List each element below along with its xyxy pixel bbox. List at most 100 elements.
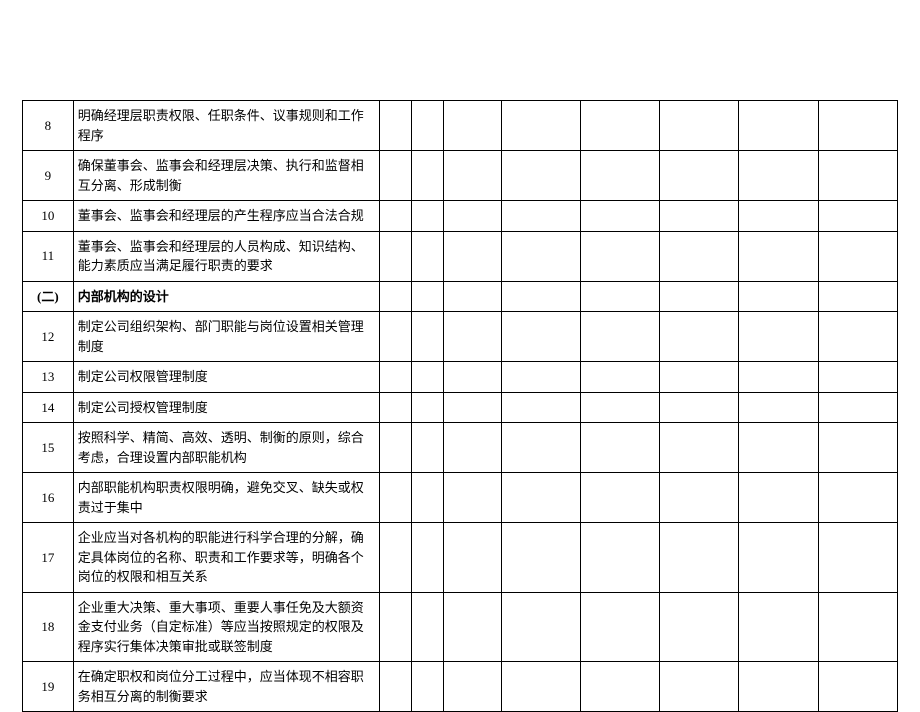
- blank-cell: [739, 281, 818, 312]
- blank-cell: [739, 423, 818, 473]
- blank-cell: [660, 523, 739, 593]
- blank-cell: [501, 151, 580, 201]
- blank-cell: [501, 473, 580, 523]
- blank-cell: [660, 423, 739, 473]
- table-row: 17 企业应当对各机构的职能进行科学合理的分解，确定具体岗位的名称、职责和工作要…: [23, 523, 898, 593]
- blank-cell: [443, 523, 501, 593]
- blank-cell: [818, 592, 897, 662]
- blank-cell: [580, 473, 659, 523]
- blank-cell: [443, 312, 501, 362]
- row-description: 企业重大决策、重大事项、重要人事任免及大额资金支付业务（自定标准）等应当按照规定…: [73, 592, 379, 662]
- blank-cell: [443, 281, 501, 312]
- blank-cell: [739, 473, 818, 523]
- table-row: 9 确保董事会、监事会和经理层决策、执行和监督相互分离、形成制衡: [23, 151, 898, 201]
- row-description: 制定公司权限管理制度: [73, 362, 379, 393]
- blank-cell: [411, 592, 443, 662]
- row-number: 16: [23, 473, 74, 523]
- row-number: 9: [23, 151, 74, 201]
- blank-cell: [580, 201, 659, 232]
- blank-cell: [739, 662, 818, 712]
- blank-cell: [739, 592, 818, 662]
- blank-cell: [580, 592, 659, 662]
- blank-cell: [580, 231, 659, 281]
- table-row: 14 制定公司授权管理制度: [23, 392, 898, 423]
- blank-cell: [380, 362, 412, 393]
- blank-cell: [818, 201, 897, 232]
- blank-cell: [411, 101, 443, 151]
- document-page: 8 明确经理层职责权限、任职条件、议事规则和工作程序 9 确保董事会、监事会和经…: [0, 0, 920, 651]
- table-row: 10 董事会、监事会和经理层的产生程序应当合法合规: [23, 201, 898, 232]
- blank-cell: [411, 473, 443, 523]
- blank-cell: [501, 662, 580, 712]
- blank-cell: [411, 231, 443, 281]
- blank-cell: [818, 473, 897, 523]
- blank-cell: [739, 523, 818, 593]
- table-row: 13 制定公司权限管理制度: [23, 362, 898, 393]
- blank-cell: [443, 423, 501, 473]
- blank-cell: [660, 231, 739, 281]
- blank-cell: [739, 231, 818, 281]
- blank-cell: [818, 362, 897, 393]
- blank-cell: [443, 362, 501, 393]
- blank-cell: [660, 392, 739, 423]
- row-number: 19: [23, 662, 74, 712]
- blank-cell: [580, 523, 659, 593]
- row-number: 11: [23, 231, 74, 281]
- blank-cell: [411, 281, 443, 312]
- blank-cell: [443, 151, 501, 201]
- blank-cell: [501, 362, 580, 393]
- row-description: 制定公司组织架构、部门职能与岗位设置相关管理制度: [73, 312, 379, 362]
- blank-cell: [443, 392, 501, 423]
- row-number: 10: [23, 201, 74, 232]
- blank-cell: [380, 392, 412, 423]
- blank-cell: [818, 392, 897, 423]
- blank-cell: [739, 151, 818, 201]
- blank-cell: [411, 201, 443, 232]
- blank-cell: [443, 231, 501, 281]
- blank-cell: [660, 101, 739, 151]
- row-description: 按照科学、精简、高效、透明、制衡的原则，综合考虑，合理设置内部职能机构: [73, 423, 379, 473]
- blank-cell: [380, 473, 412, 523]
- blank-cell: [580, 362, 659, 393]
- blank-cell: [580, 392, 659, 423]
- table-row: 8 明确经理层职责权限、任职条件、议事规则和工作程序: [23, 101, 898, 151]
- row-number: 15: [23, 423, 74, 473]
- blank-cell: [580, 423, 659, 473]
- table-row: 15 按照科学、精简、高效、透明、制衡的原则，综合考虑，合理设置内部职能机构: [23, 423, 898, 473]
- blank-cell: [660, 473, 739, 523]
- table-row: 11 董事会、监事会和经理层的人员构成、知识结构、能力素质应当满足履行职责的要求: [23, 231, 898, 281]
- row-number: 8: [23, 101, 74, 151]
- blank-cell: [380, 281, 412, 312]
- blank-cell: [411, 312, 443, 362]
- blank-cell: [739, 392, 818, 423]
- blank-cell: [443, 101, 501, 151]
- row-description: 确保董事会、监事会和经理层决策、执行和监督相互分离、形成制衡: [73, 151, 379, 201]
- row-description: 明确经理层职责权限、任职条件、议事规则和工作程序: [73, 101, 379, 151]
- blank-cell: [411, 423, 443, 473]
- blank-cell: [818, 231, 897, 281]
- blank-cell: [818, 662, 897, 712]
- row-description: 内部职能机构职责权限明确，避免交叉、缺失或权责过于集中: [73, 473, 379, 523]
- blank-cell: [739, 201, 818, 232]
- blank-cell: [411, 362, 443, 393]
- blank-cell: [501, 101, 580, 151]
- blank-cell: [580, 662, 659, 712]
- blank-cell: [501, 281, 580, 312]
- row-description: 制定公司授权管理制度: [73, 392, 379, 423]
- section-number: (二): [23, 281, 74, 312]
- blank-cell: [380, 662, 412, 712]
- table-row: 12 制定公司组织架构、部门职能与岗位设置相关管理制度: [23, 312, 898, 362]
- blank-cell: [660, 592, 739, 662]
- row-number: 18: [23, 592, 74, 662]
- row-number: 12: [23, 312, 74, 362]
- blank-cell: [380, 592, 412, 662]
- blank-cell: [380, 201, 412, 232]
- blank-cell: [818, 312, 897, 362]
- blank-cell: [501, 231, 580, 281]
- row-description: 企业应当对各机构的职能进行科学合理的分解，确定具体岗位的名称、职责和工作要求等，…: [73, 523, 379, 593]
- blank-cell: [660, 312, 739, 362]
- checklist-table: 8 明确经理层职责权限、任职条件、议事规则和工作程序 9 确保董事会、监事会和经…: [22, 100, 898, 712]
- blank-cell: [411, 151, 443, 201]
- blank-cell: [380, 101, 412, 151]
- blank-cell: [501, 423, 580, 473]
